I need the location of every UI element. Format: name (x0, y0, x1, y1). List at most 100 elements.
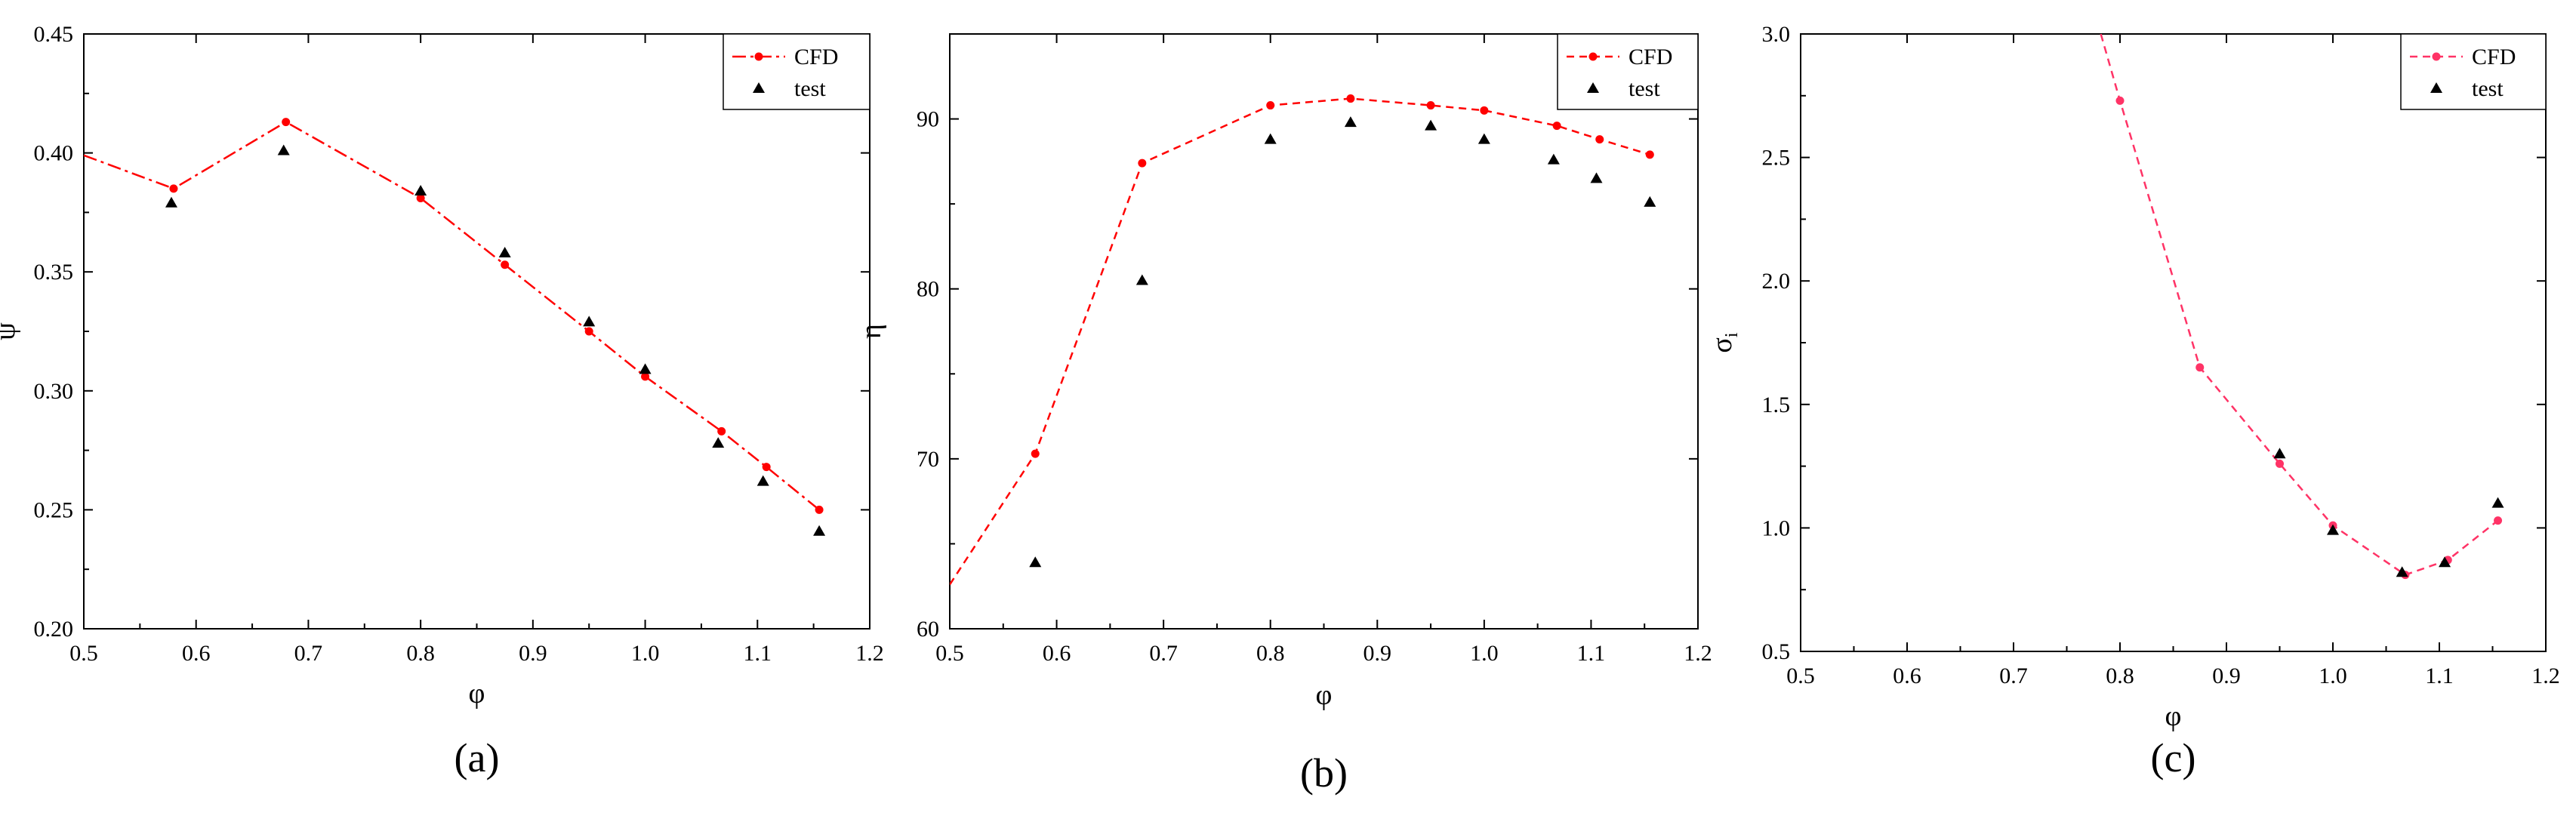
plot-area (950, 94, 1656, 586)
plot-frame (83, 33, 870, 630)
y-tick-label: 90 (917, 107, 939, 132)
legend-test-label: test (794, 76, 826, 101)
x-tick-label: 0.9 (519, 641, 547, 666)
test-point (2273, 448, 2286, 459)
legend-cfd-marker (2432, 52, 2441, 61)
y-tick-label: 0.5 (1762, 639, 1791, 664)
y-axis-label: η (855, 324, 887, 339)
cfd-series-line (84, 121, 820, 511)
legend-cfd-label: CFD (794, 45, 838, 69)
legend-test-marker (753, 82, 765, 93)
test-point (1135, 274, 1148, 285)
y-tick-label: 70 (917, 447, 939, 472)
y-tick-label: 0.40 (34, 141, 74, 166)
y-tick-label: 0.35 (34, 260, 74, 285)
plot-area (84, 118, 826, 536)
test-point (2327, 524, 2339, 535)
cfd-point (282, 118, 291, 127)
x-tick-label: 1.2 (1684, 641, 1712, 666)
test-point (2396, 566, 2408, 577)
test-point (277, 144, 290, 155)
test-point (813, 525, 826, 536)
test-point (1644, 195, 1656, 207)
y-axis-label: σi (1706, 332, 1742, 353)
x-tick-label: 1.0 (1470, 641, 1499, 666)
cfd-point (501, 260, 510, 269)
cfd-point (1552, 122, 1561, 131)
x-tick-label: 0.7 (294, 641, 323, 666)
legend-box (1557, 33, 1699, 110)
test-point (165, 196, 177, 208)
plot-area (2100, 34, 2504, 580)
legend-box (2400, 33, 2547, 110)
x-tick-label: 0.8 (1256, 641, 1285, 666)
x-tick-label: 1.1 (1577, 641, 1606, 666)
cfd-point (2494, 516, 2503, 525)
cfd-point (641, 372, 650, 381)
y-tick-label: 3.0 (1762, 22, 1791, 47)
chart-sigma-panel: 0.5 0.6 0.7 0.8 0.9 1.0 1.1 1.2 0.5 1.0 1.5 2.0 2.5 3… (1706, 22, 2560, 780)
y-axis-label-subscript: i (1722, 332, 1742, 337)
cfd-point (584, 327, 593, 336)
x-tick-label: 0.9 (2212, 663, 2241, 688)
chart-eta-panel: 0.5 0.6 0.7 0.8 0.9 1.0 1.1 1.2 60 70 80 90 φ η (b) CFD… (855, 33, 1712, 796)
y-tick-label: 0.25 (34, 497, 74, 522)
test-point (583, 316, 596, 327)
cfd-point (762, 463, 771, 472)
x-tick-label: 0.8 (406, 641, 435, 666)
x-tick-label: 0.6 (1043, 641, 1071, 666)
cfd-point (1138, 159, 1147, 168)
cfd-point (1346, 94, 1355, 103)
cfd-point (1645, 150, 1654, 159)
cfd-point (1266, 101, 1275, 110)
test-point (1478, 133, 1490, 144)
legend-cfd-label: CFD (2472, 45, 2516, 69)
test-point (756, 475, 769, 486)
x-tick-label: 1.1 (2425, 663, 2454, 688)
test-point (1029, 556, 1042, 568)
x-tick-label: 0.7 (1149, 641, 1178, 666)
cfd-point (1031, 449, 1040, 458)
y-tick-label: 1.5 (1762, 393, 1791, 417)
test-point (2491, 497, 2504, 508)
x-tick-label: 1.0 (2319, 663, 2347, 688)
test-point (712, 437, 725, 448)
x-tick-label: 0.5 (69, 641, 98, 666)
cfd-point (1595, 135, 1604, 144)
cfd-series-line (2100, 34, 2499, 576)
legend-box (723, 33, 870, 110)
test-point (1590, 172, 1603, 183)
legend-test-label: test (1628, 76, 1660, 101)
plot-frame (1800, 33, 2547, 652)
x-tick-label: 1.0 (631, 641, 660, 666)
y-tick-label: 0.20 (34, 617, 74, 642)
legend-cfd-label: CFD (1628, 45, 1672, 69)
cfd-point (2195, 363, 2205, 372)
cfd-point (169, 184, 178, 193)
y-tick-label: 1.0 (1762, 516, 1791, 540)
legend-test-label: test (2472, 76, 2504, 101)
test-point (1264, 133, 1277, 144)
x-tick-label: 0.8 (2106, 663, 2134, 688)
test-point (1425, 119, 1437, 131)
x-tick-label: 1.2 (2531, 663, 2560, 688)
legend-cfd-marker (1588, 52, 1598, 61)
panel-label: (b) (1300, 750, 1348, 796)
y-tick-label: 0.30 (34, 379, 74, 404)
cfd-point (1426, 101, 1435, 110)
cfd-point (2115, 96, 2125, 105)
test-point (639, 363, 652, 374)
x-tick-label: 1.2 (855, 641, 884, 666)
test-point (414, 185, 427, 196)
legend-cfd-marker (754, 52, 763, 61)
cfd-point (1480, 106, 1489, 115)
x-tick-label: 0.5 (935, 641, 964, 666)
y-tick-label: 0.45 (34, 22, 74, 47)
y-tick-label: 2.5 (1762, 146, 1791, 171)
test-point (2439, 556, 2451, 568)
x-tick-label: 0.6 (1893, 663, 1921, 688)
x-tick-label: 1.1 (744, 641, 772, 666)
test-point (498, 246, 511, 257)
x-axis-label: φ (2165, 700, 2182, 732)
